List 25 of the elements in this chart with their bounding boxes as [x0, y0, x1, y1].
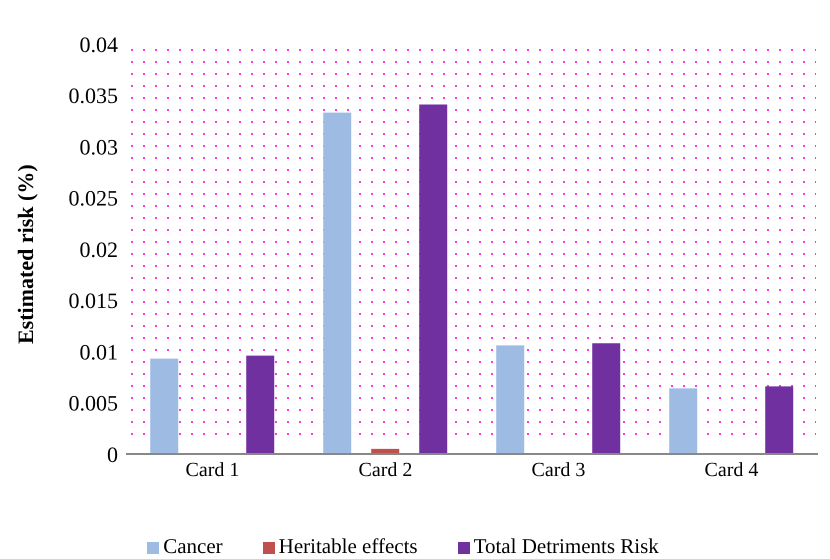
legend-label: Heritable effects — [278, 534, 418, 558]
y-tick-label: 0.035 — [68, 83, 118, 108]
y-tick-label: 0.025 — [68, 186, 118, 211]
bar — [496, 345, 524, 454]
x-tick-label: Card 3 — [532, 459, 586, 482]
y-tick-label: 0 — [107, 442, 118, 467]
y-tick-label: 0.015 — [68, 288, 118, 314]
bar — [246, 356, 274, 454]
y-tick-label: 0.005 — [68, 390, 118, 416]
y-tick-label: 0.04 — [80, 32, 118, 57]
y-tick-label: 0.01 — [80, 339, 118, 364]
bar — [669, 388, 698, 454]
legend-label: Total Detriments Risk — [474, 534, 659, 558]
bar — [419, 104, 448, 454]
y-tick-label: 0.03 — [80, 134, 118, 160]
x-tick-label: Card 4 — [704, 459, 758, 482]
y-tick-label: 0.02 — [80, 236, 118, 262]
bar — [150, 358, 178, 454]
bar — [592, 343, 620, 454]
y-axis-title: Estimated risk (%) — [12, 164, 38, 344]
x-tick-label: Card 2 — [358, 459, 412, 482]
x-tick-label: Card 1 — [186, 459, 240, 482]
bar — [323, 112, 352, 454]
legend-label: Cancer — [163, 534, 223, 558]
bar — [765, 386, 794, 454]
